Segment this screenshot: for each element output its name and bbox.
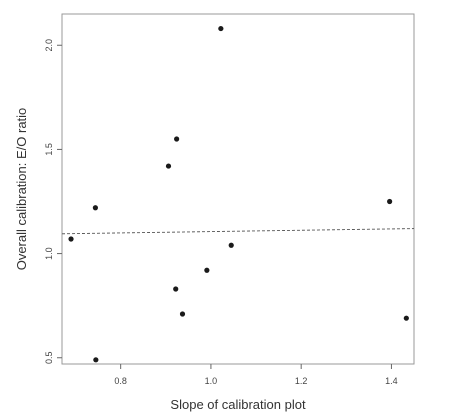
data-point bbox=[174, 136, 180, 142]
data-point bbox=[218, 25, 224, 32]
data-point bbox=[173, 286, 179, 292]
data-point bbox=[387, 198, 393, 205]
reference-line bbox=[61, 228, 415, 235]
data-point bbox=[92, 205, 98, 211]
data-point bbox=[403, 315, 409, 321]
x-tick-label: 1.4 bbox=[385, 376, 398, 386]
x-tick-label: 1.2 bbox=[295, 376, 308, 386]
y-axis: 0.5 1.0 1.5 2.0 bbox=[44, 39, 62, 364]
data-point bbox=[179, 311, 186, 317]
y-tick-label: 0.5 bbox=[44, 351, 54, 364]
data-point bbox=[204, 267, 210, 273]
x-tick-label: 0.8 bbox=[114, 376, 127, 386]
data-point bbox=[68, 236, 74, 242]
plot-frame bbox=[61, 13, 415, 365]
y-tick-label: 2.0 bbox=[44, 39, 54, 52]
data-points bbox=[68, 25, 409, 363]
data-point bbox=[228, 242, 234, 248]
y-tick-label: 1.5 bbox=[44, 143, 54, 156]
x-axis-title: Slope of calibration plot bbox=[170, 397, 306, 412]
data-point bbox=[165, 163, 172, 169]
y-tick-label: 1.0 bbox=[44, 247, 54, 260]
data-point bbox=[93, 357, 99, 363]
x-tick-label: 1.0 bbox=[205, 376, 218, 386]
x-axis: 0.8 1.0 1.2 1.4 bbox=[114, 364, 398, 386]
y-axis-title: Overall calibration: E/O ratio bbox=[14, 108, 29, 271]
